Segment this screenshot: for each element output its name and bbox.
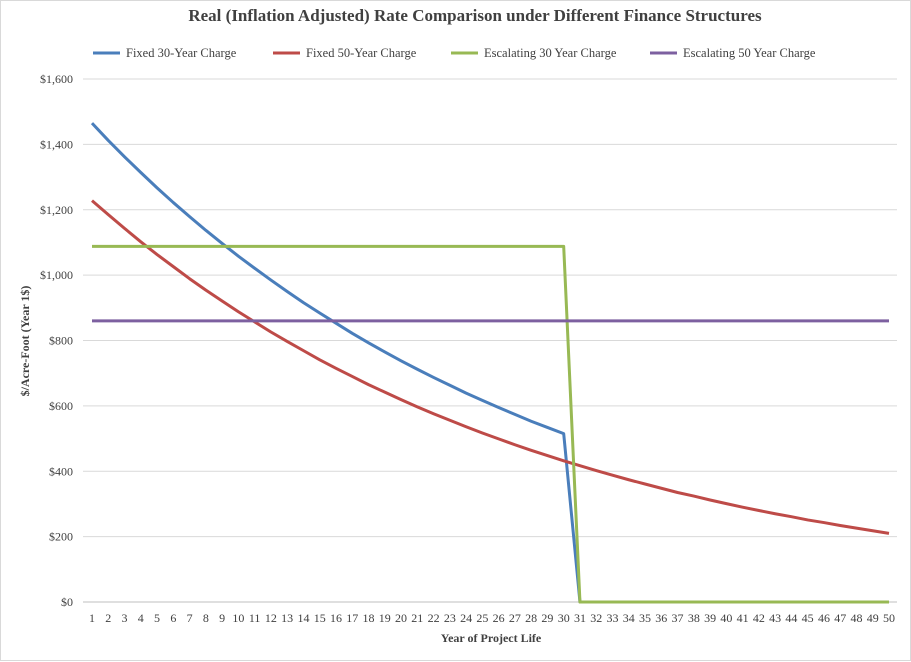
x-tick-label: 24 [460, 611, 472, 625]
x-tick-label: 30 [558, 611, 570, 625]
x-tick-label: 50 [883, 611, 895, 625]
x-tick-label: 41 [737, 611, 749, 625]
x-tick-label: 40 [720, 611, 732, 625]
chart-title: Real (Inflation Adjusted) Rate Compariso… [188, 6, 762, 25]
legend-label: Fixed 30-Year Charge [126, 46, 237, 60]
x-tick-label: 29 [541, 611, 553, 625]
y-tick-label: $400 [49, 464, 73, 478]
x-tick-label: 49 [867, 611, 879, 625]
legend: Fixed 30-Year Charge Fixed 50-Year Charge… [93, 46, 816, 60]
x-tick-label: 23 [444, 611, 456, 625]
y-tick-label: $1,400 [40, 137, 73, 151]
x-tick-label: 5 [154, 611, 160, 625]
x-tick-label: 4 [138, 611, 144, 625]
x-tick-label: 33 [606, 611, 618, 625]
y-tick-label: $1,600 [40, 72, 73, 86]
x-axis-ticks: 1 2 3 4 5 6 7 8 9 10 11 12 13 14 15 16 17 18 19 20 21 22 23 24 2… [89, 611, 895, 625]
x-tick-label: 35 [639, 611, 651, 625]
x-tick-label: 11 [249, 611, 261, 625]
x-axis-label: Year of Project Life [441, 631, 542, 645]
y-tick-label: $1,000 [40, 268, 73, 282]
x-tick-label: 15 [314, 611, 326, 625]
y-tick-label: $600 [49, 399, 73, 413]
x-tick-label: 39 [704, 611, 716, 625]
x-tick-label: 20 [395, 611, 407, 625]
x-tick-label: 7 [187, 611, 193, 625]
x-tick-label: 44 [785, 611, 797, 625]
x-tick-label: 6 [170, 611, 176, 625]
x-tick-label: 47 [834, 611, 846, 625]
x-tick-label: 43 [769, 611, 781, 625]
x-tick-label: 14 [297, 611, 309, 625]
x-tick-label: 31 [574, 611, 586, 625]
x-tick-label: 21 [411, 611, 423, 625]
x-tick-label: 22 [428, 611, 440, 625]
y-axis-label: $/Acre-Foot (Year 1$) [18, 286, 32, 397]
x-tick-label: 12 [265, 611, 277, 625]
x-tick-label: 37 [672, 611, 684, 625]
x-tick-label: 42 [753, 611, 765, 625]
x-tick-label: 1 [89, 611, 95, 625]
y-tick-label: $200 [49, 530, 73, 544]
x-tick-label: 2 [105, 611, 111, 625]
y-axis-ticks: $0 $200 $400 $600 $800 $1,000 $1,200 $1,400 $1,6… [40, 72, 73, 609]
x-tick-label: 46 [818, 611, 830, 625]
x-tick-label: 18 [363, 611, 375, 625]
x-tick-label: 10 [232, 611, 244, 625]
x-tick-label: 8 [203, 611, 209, 625]
series-line-1 [90, 122, 889, 604]
x-tick-label: 16 [330, 611, 342, 625]
x-tick-label: 48 [850, 611, 862, 625]
x-tick-label: 25 [476, 611, 488, 625]
x-tick-label: 13 [281, 611, 293, 625]
gridlines [83, 78, 897, 603]
x-tick-label: 34 [623, 611, 635, 625]
y-tick-label: $0 [61, 595, 73, 609]
x-tick-label: 17 [346, 611, 358, 625]
legend-label: Escalating 50 Year Charge [683, 46, 816, 60]
x-tick-label: 19 [379, 611, 391, 625]
x-tick-label: 3 [122, 611, 128, 625]
x-tick-label: 28 [525, 611, 537, 625]
legend-label: Escalating 30 Year Charge [484, 46, 617, 60]
x-tick-label: 38 [688, 611, 700, 625]
y-tick-label: $800 [49, 334, 73, 348]
y-tick-label: $1,200 [40, 203, 73, 217]
x-tick-label: 9 [219, 611, 225, 625]
x-tick-label: 27 [509, 611, 521, 625]
series-line-3 [92, 244, 889, 604]
x-tick-label: 32 [590, 611, 602, 625]
x-tick-label: 45 [802, 611, 814, 625]
x-tick-label: 26 [493, 611, 505, 625]
legend-label: Fixed 50-Year Charge [306, 46, 417, 60]
series-line-2 [91, 199, 890, 535]
x-tick-label: 36 [655, 611, 667, 625]
series-lines [90, 122, 890, 604]
